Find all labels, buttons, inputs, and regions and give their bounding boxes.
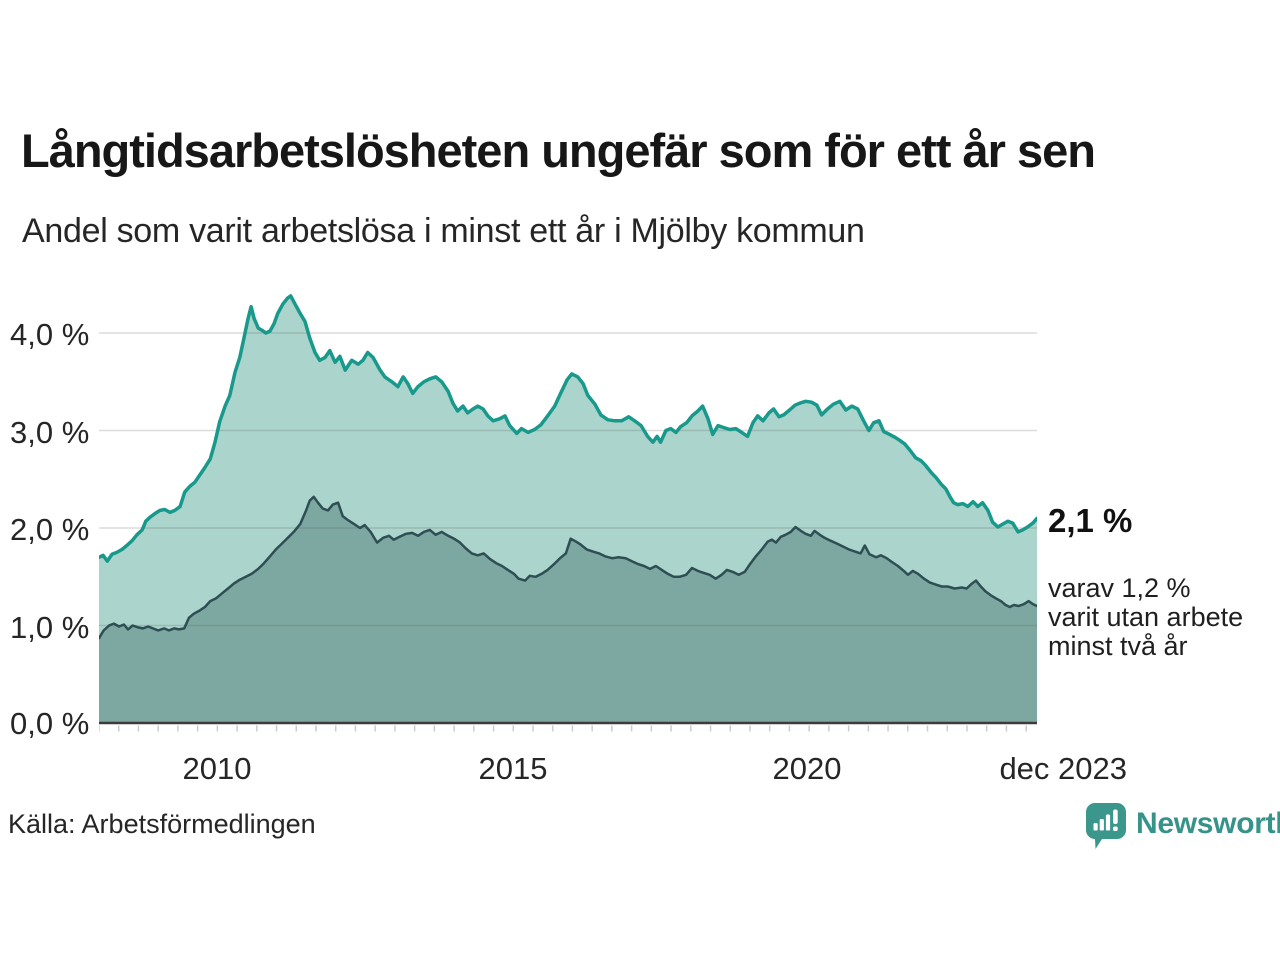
newsworthy-icon: [1086, 803, 1126, 849]
line-total: [99, 294, 1037, 563]
line-two-years: [99, 495, 1037, 640]
area-two-years: [99, 496, 1037, 723]
x-axis-label: 2010: [182, 751, 252, 786]
area-chart: [99, 294, 1037, 732]
end-value-note: varav 1,2 % varit utan arbete minst två …: [1048, 574, 1243, 661]
end-value-note-line: varit utan arbete: [1048, 602, 1244, 632]
brand-name: Newsworthy: [1136, 807, 1280, 840]
end-value-note-line: varav 1,2 %: [1048, 573, 1191, 603]
brand-logo: Newsworthy: [1086, 803, 1280, 853]
y-axis-label: 1,0 %: [10, 610, 90, 645]
x-axis-label: 2015: [478, 751, 548, 786]
y-axis-label: 2,0 %: [10, 512, 90, 547]
end-value-note-line: minst två år: [1048, 631, 1188, 661]
page-title: Långtidsarbetslösheten ungefär som för e…: [21, 124, 1096, 177]
y-axis-label: 4,0 %: [10, 317, 90, 352]
end-value-label: 2,1 %: [1048, 502, 1133, 539]
chart-subtitle: Andel som varit arbetslösa i minst ett å…: [22, 212, 865, 250]
y-axis-label: 0,0 %: [10, 706, 90, 741]
x-axis-label: 2020: [772, 751, 842, 786]
x-axis-label: dec 2023: [999, 751, 1127, 786]
y-axis-label: 3,0 %: [10, 415, 90, 450]
source-credit: Källa: Arbetsförmedlingen: [8, 809, 316, 839]
